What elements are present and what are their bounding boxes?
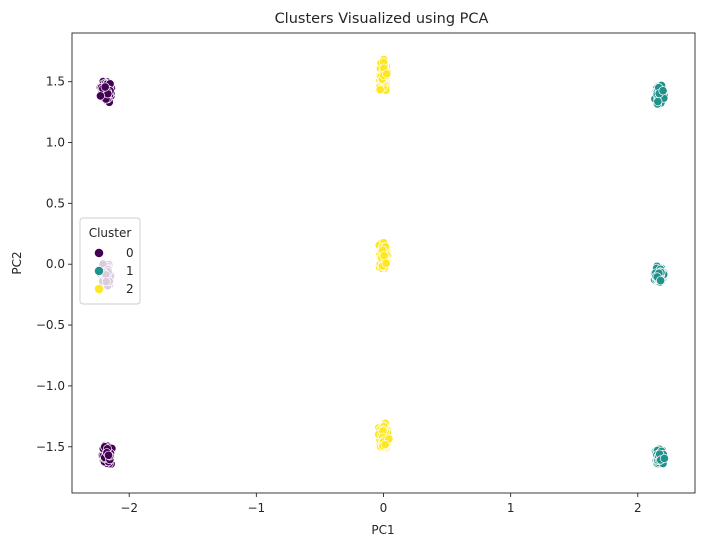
y-tick-label: −1.5 bbox=[36, 440, 65, 454]
y-tick-label: 1.0 bbox=[46, 136, 65, 150]
data-point bbox=[656, 276, 666, 286]
cluster-1-group bbox=[650, 261, 669, 287]
data-point bbox=[95, 91, 106, 101]
data-point bbox=[375, 85, 385, 95]
data-point bbox=[380, 439, 390, 450]
cluster-1-group bbox=[650, 80, 669, 109]
y-tick-label: 0.5 bbox=[46, 196, 65, 210]
y-tick-label: −1.0 bbox=[36, 379, 65, 393]
cluster-0-group bbox=[95, 77, 117, 107]
x-tick-label: 0 bbox=[380, 501, 388, 515]
y-axis-ticks: −1.5 −1.0 −0.5 0.0 0.5 1.0 1.5 bbox=[36, 75, 72, 454]
legend-label: 1 bbox=[126, 264, 134, 278]
data-point bbox=[100, 82, 110, 92]
data-point bbox=[103, 450, 114, 460]
x-tick-label: 1 bbox=[507, 501, 515, 515]
data-point bbox=[659, 453, 669, 464]
cluster-2-group bbox=[374, 238, 393, 273]
x-tick-label: −2 bbox=[120, 501, 138, 515]
cluster-2-group bbox=[375, 54, 392, 95]
legend-marker bbox=[94, 266, 104, 276]
legend-title: Cluster bbox=[89, 226, 132, 240]
y-tick-label: −0.5 bbox=[36, 318, 65, 332]
x-tick-label: 2 bbox=[634, 501, 642, 515]
y-axis-label: PC2 bbox=[10, 251, 24, 274]
legend-marker bbox=[94, 284, 104, 294]
chart-title: Clusters Visualized using PCA bbox=[275, 11, 489, 27]
cluster-1-group bbox=[651, 444, 669, 469]
legend: Cluster 0 1 2 bbox=[79, 217, 141, 305]
x-tick-label: −1 bbox=[248, 501, 266, 515]
scatter-points bbox=[95, 54, 669, 469]
legend-box bbox=[79, 217, 141, 305]
legend-label: 2 bbox=[126, 282, 134, 296]
data-point bbox=[379, 251, 389, 261]
cluster-0-group bbox=[97, 440, 117, 469]
legend-label: 0 bbox=[126, 246, 134, 260]
legend-marker bbox=[94, 248, 104, 258]
x-axis-label: PC1 bbox=[371, 523, 394, 537]
cluster-2-group bbox=[374, 418, 394, 453]
y-tick-label: 1.5 bbox=[46, 75, 65, 89]
y-tick-label: 0.0 bbox=[46, 257, 65, 271]
data-point bbox=[658, 86, 668, 96]
data-point bbox=[381, 258, 391, 268]
data-point bbox=[382, 69, 392, 79]
data-point bbox=[653, 97, 663, 107]
x-axis-ticks: −2 −1 0 1 2 bbox=[120, 493, 642, 515]
